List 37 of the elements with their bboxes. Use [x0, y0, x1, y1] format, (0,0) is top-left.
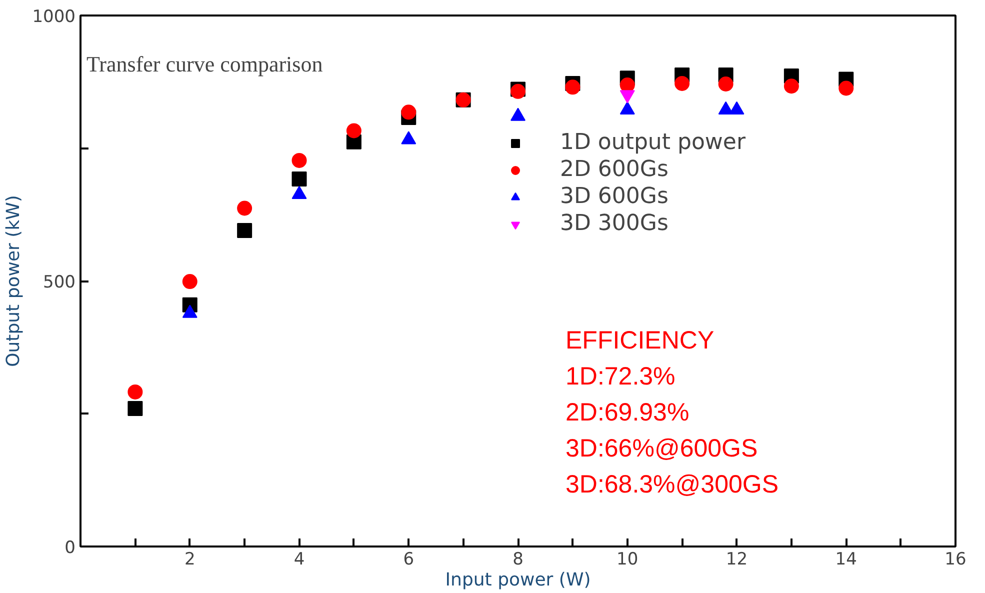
point — [237, 223, 252, 238]
point — [718, 76, 734, 92]
legend-label: 3D 600Gs — [560, 184, 668, 209]
y-tick-label: 1000 — [32, 7, 76, 27]
legend-label: 2D 600Gs — [560, 157, 668, 182]
point — [128, 400, 143, 416]
point — [674, 76, 690, 91]
legend-label: 3D 300Gs — [560, 211, 668, 236]
point — [292, 172, 307, 187]
point — [128, 384, 143, 400]
x-tick-label: 8 — [512, 550, 524, 570]
point — [292, 152, 307, 168]
x-tick-label: 6 — [403, 550, 414, 570]
point — [237, 200, 252, 216]
annotation: 3D:66%@600GS — [566, 434, 758, 462]
legend-label: 1D output power — [560, 130, 746, 155]
point — [346, 123, 362, 138]
y-tick-label: 0 — [64, 538, 76, 558]
point — [838, 80, 854, 96]
annotation: 2D:69.93% — [566, 398, 690, 426]
x-tick-label: 2 — [184, 550, 196, 570]
x-axis-title: Input power (W) — [445, 570, 591, 590]
x-tick-label: 12 — [726, 550, 748, 570]
point — [182, 274, 198, 290]
x-tick-label: 16 — [944, 550, 966, 570]
y-axis-title: Output power (kW) — [3, 195, 24, 367]
point — [401, 104, 416, 120]
point — [784, 78, 799, 94]
annotation: EFFICIENCY — [566, 326, 714, 354]
annotation: 1D:72.3% — [566, 362, 676, 390]
y-tick-label: 500 — [43, 272, 76, 292]
x-tick-label: 10 — [616, 550, 638, 570]
text: Transfer curve comparison — [86, 52, 323, 76]
point — [565, 80, 580, 95]
x-tick-label: 14 — [835, 550, 857, 570]
x-tick-label: 4 — [294, 550, 305, 570]
annotation: 3D:68.3%@300GS — [566, 470, 779, 498]
